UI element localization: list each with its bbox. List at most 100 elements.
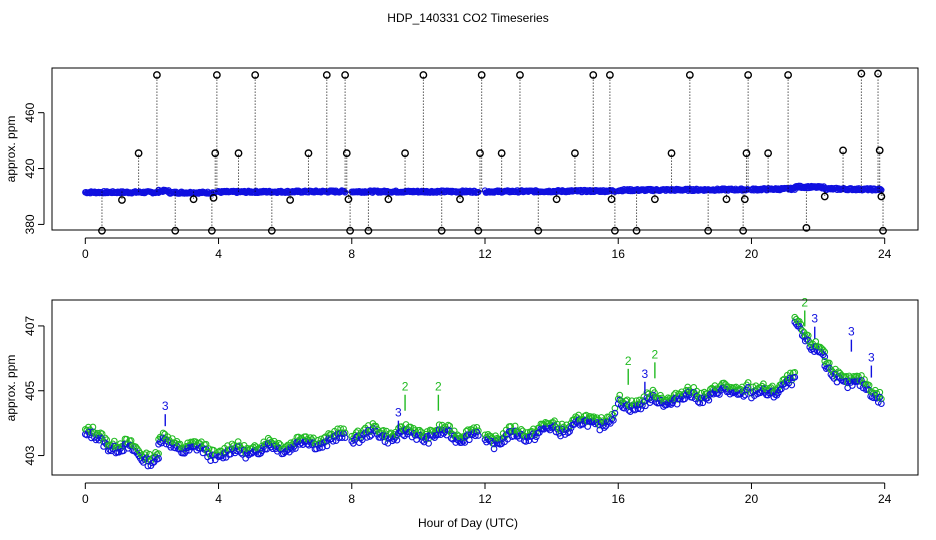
- series-label-2: 2: [652, 347, 659, 361]
- co2-point-green: [700, 388, 708, 396]
- co2-point-blue: [566, 428, 573, 435]
- x-axis-label: Hour of Day (UTC): [418, 516, 518, 530]
- outlier-point: [286, 196, 295, 204]
- bottom-x-tick-label: 16: [612, 492, 626, 506]
- co2-point-green: [845, 372, 853, 380]
- co2-point-green: [341, 429, 349, 437]
- co2-point-blue: [413, 436, 420, 443]
- co2-point-blue: [473, 428, 481, 436]
- outlier-point: [820, 192, 829, 201]
- co2-point-blue: [637, 405, 645, 413]
- co2-point-green: [797, 320, 805, 328]
- outlier-point: [98, 226, 106, 235]
- co2-point-blue: [634, 405, 642, 413]
- outlier-point: [497, 149, 506, 158]
- co2-point-green: [141, 451, 149, 459]
- top-x-tick-label: 8: [348, 247, 355, 261]
- co2-point-blue: [545, 425, 552, 432]
- co2-point-blue: [490, 445, 498, 453]
- co2-point-green: [611, 404, 619, 412]
- co2-point-blue: [341, 434, 349, 441]
- outlier-point: [346, 226, 355, 235]
- bottom-y-axis-label: approx. ppm: [4, 355, 18, 422]
- co2-point-green: [143, 449, 150, 457]
- outlier-point: [667, 149, 676, 158]
- outlier-point: [419, 71, 428, 79]
- co2-point-green: [471, 427, 479, 435]
- co2-point-green: [337, 425, 344, 432]
- co2-point-blue: [845, 377, 853, 385]
- co2-point-green: [791, 369, 799, 376]
- co2-point-blue: [801, 337, 809, 345]
- co2-point-blue: [821, 353, 829, 361]
- co2-point-green: [101, 434, 109, 442]
- outlier-point: [476, 149, 484, 158]
- co2-point-green: [591, 415, 599, 423]
- co2-point-green: [155, 450, 162, 457]
- co2-point-blue: [471, 432, 479, 440]
- series-label-2: 2: [435, 380, 442, 394]
- outlier-point: [875, 146, 884, 155]
- outlier-point: [802, 224, 811, 232]
- co2-point-blue: [600, 424, 608, 431]
- co2-point-blue: [323, 442, 331, 450]
- co2-point-green: [282, 443, 290, 450]
- co2-point-green: [458, 434, 466, 441]
- co2-point-green: [554, 420, 561, 428]
- co2-point-blue: [564, 429, 572, 437]
- co2-point-blue: [103, 441, 111, 448]
- outlier-point: [739, 226, 748, 235]
- bottom-x-tick-label: 8: [348, 492, 355, 506]
- co2-point-blue: [791, 373, 799, 381]
- co2-point-green: [368, 426, 375, 434]
- top-x-tick-label: 12: [478, 247, 492, 261]
- outlier-point: [437, 226, 446, 235]
- co2-point-blue: [313, 445, 320, 453]
- co2-point-green: [798, 327, 806, 335]
- co2-point-blue: [842, 377, 850, 385]
- co2-point-blue: [681, 395, 689, 403]
- co2-point-green: [202, 440, 210, 448]
- co2-point-green: [352, 429, 360, 436]
- bottom-x-tick-label: 20: [745, 492, 759, 506]
- co2-point-green: [275, 439, 283, 447]
- outlier-point: [171, 226, 180, 235]
- co2-point-blue: [744, 384, 752, 391]
- co2-point-green: [786, 369, 794, 377]
- co2-point-green: [672, 389, 679, 397]
- co2-point-blue: [429, 432, 437, 440]
- outlier-point: [722, 195, 731, 204]
- outlier-point: [764, 149, 773, 158]
- outlier-point: [401, 149, 409, 158]
- co2-point-green: [416, 426, 423, 434]
- co2-point-blue: [155, 455, 162, 462]
- outlier-point: [744, 71, 753, 79]
- outlier-point: [267, 226, 276, 235]
- co2-point-blue: [716, 391, 723, 398]
- co2-point-blue: [608, 415, 616, 423]
- co2-point-blue: [338, 434, 346, 442]
- series-label-3: 3: [848, 325, 855, 339]
- outlier-point: [516, 71, 524, 79]
- bottom-axes: 0 4 8 12 16 20 24 403 405 407: [23, 316, 892, 506]
- co2-point-green: [243, 444, 251, 452]
- co2-point-blue: [215, 453, 222, 461]
- outlier-point: [611, 226, 619, 235]
- outlier-point: [304, 149, 313, 158]
- outlier-point: [209, 193, 218, 202]
- co2-point-green: [878, 395, 885, 403]
- co2-point-green: [699, 394, 707, 402]
- co2-point-green: [176, 440, 184, 448]
- co2-point-green: [98, 430, 106, 438]
- outlier-point: [384, 195, 393, 204]
- bottom-y-tick-label: 407: [23, 316, 37, 336]
- co2-point-green: [842, 373, 850, 380]
- series-label-2: 2: [625, 354, 632, 368]
- co2-point-blue: [159, 434, 167, 442]
- top-x-tick-label: 4: [215, 247, 222, 261]
- series-label-3: 3: [395, 406, 402, 420]
- co2-point-blue: [788, 381, 796, 389]
- outlier-point: [571, 149, 579, 158]
- co2-point-green: [103, 436, 111, 444]
- co2-point-green: [487, 433, 495, 440]
